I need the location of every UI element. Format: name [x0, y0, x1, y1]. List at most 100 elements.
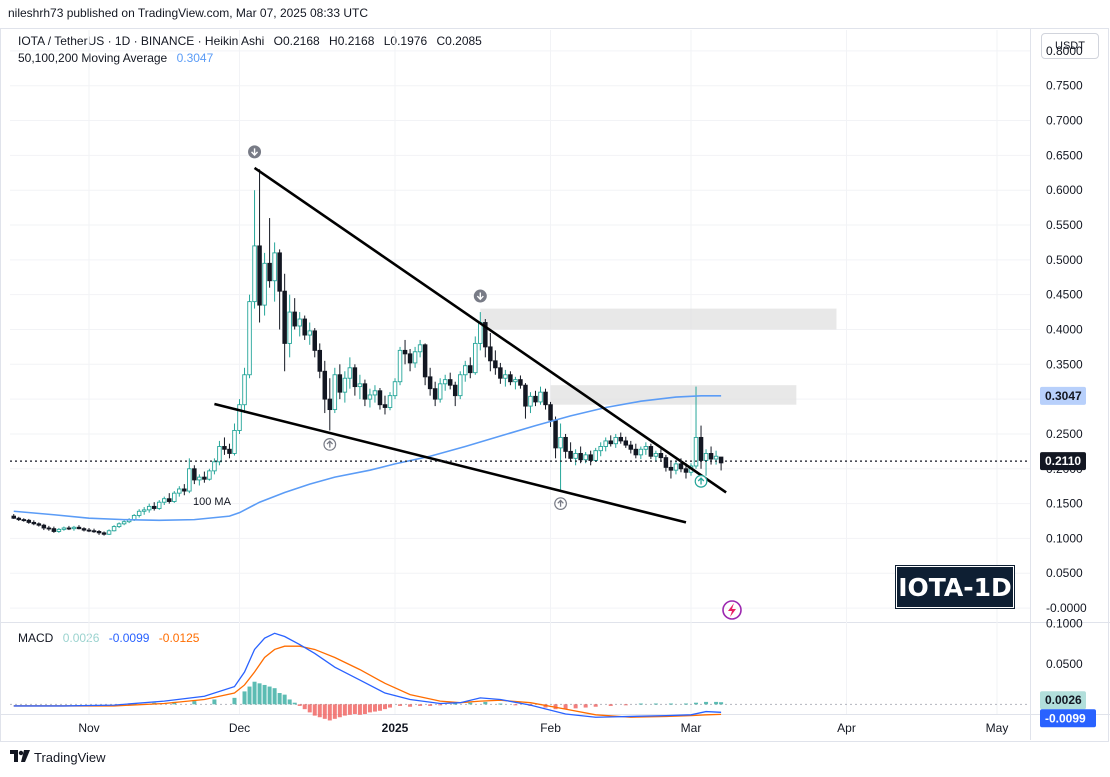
candle-body — [493, 360, 498, 369]
candle-body — [257, 245, 262, 306]
candle-body — [101, 532, 107, 535]
candle-body — [457, 374, 463, 397]
candle-body — [718, 456, 724, 464]
macd-histogram-bar — [372, 704, 377, 712]
arrow-up-icon — [694, 474, 708, 488]
candle-body — [207, 470, 212, 480]
candle-body — [302, 318, 307, 336]
candle-body — [76, 526, 82, 530]
candle-body — [463, 365, 468, 376]
resistance-zones — [480, 308, 837, 405]
symbol-title[interactable]: IOTA / TetherUS · 1D · BINANCE · Heikin … — [18, 34, 265, 48]
candle-body — [372, 390, 378, 396]
macd-histogram-bar — [653, 703, 658, 705]
candle-body — [51, 528, 57, 532]
currency-unit-button[interactable]: USDT — [1041, 33, 1099, 59]
ma-100-line — [13, 395, 722, 522]
ma-legend-label[interactable]: 50,100,200 Moving Average — [18, 51, 168, 65]
candle-body — [407, 353, 413, 364]
macd-histogram-bar — [608, 704, 613, 706]
last-price-tag-bg — [1040, 452, 1086, 471]
price-axis-tick-label: 0.5000 — [1046, 253, 1083, 267]
candle-body — [352, 367, 358, 388]
candle-body — [156, 501, 162, 509]
ohlc-high: H0.2168 — [329, 34, 375, 48]
candle-body — [177, 488, 182, 494]
macd-histogram-bar — [483, 701, 488, 705]
candle-body — [437, 383, 443, 400]
candle-body — [327, 398, 333, 411]
candle-body — [558, 436, 563, 449]
candle-body — [121, 521, 127, 525]
candle-body — [307, 330, 312, 336]
arrow-down-icon — [473, 289, 487, 303]
arrow-down-icon-glyph — [251, 148, 259, 157]
macd-histogram-bar — [719, 702, 724, 705]
candle-body — [192, 468, 197, 481]
candle-body — [543, 391, 548, 406]
price-axis-tick-label: 0.8000 — [1046, 44, 1083, 58]
macd-histogram-bar — [262, 684, 267, 705]
grid-lines — [0, 28, 1110, 742]
candle-body — [397, 349, 403, 383]
candle-body — [528, 395, 533, 407]
candle-body — [71, 526, 77, 530]
ma-price-tag: 0.3047 — [1045, 389, 1082, 403]
macd-histogram-bar — [367, 704, 372, 713]
signal-markers — [248, 145, 708, 511]
candle-body — [312, 330, 318, 351]
price-axis-tick-label: 0.7000 — [1046, 114, 1083, 128]
candle-body — [16, 517, 22, 521]
macd-histogram-bar — [337, 704, 342, 718]
macd-histogram-bar — [438, 704, 443, 706]
macd-legend-label[interactable]: MACD — [18, 631, 54, 645]
ma-annotation-label: 100 MA — [193, 496, 232, 508]
candle-body — [252, 245, 257, 303]
candle-body — [377, 390, 383, 406]
candle-body — [217, 446, 222, 463]
macd-histogram-bar — [247, 686, 252, 705]
arrow-up-icon — [554, 497, 567, 511]
candle-body — [427, 376, 433, 390]
candle-body — [96, 531, 102, 534]
candle-body — [111, 526, 117, 532]
candle-body — [357, 383, 363, 388]
arrow-up-icon-glyph — [697, 477, 705, 485]
candle-body — [412, 351, 418, 364]
candle-body — [222, 446, 227, 450]
price-axis-tick-label: 0.0500 — [1046, 566, 1083, 580]
macd-signal-line — [13, 645, 722, 718]
candle-body — [447, 379, 453, 386]
candle-body — [41, 524, 47, 529]
candle-body — [282, 290, 287, 344]
tradingview-footer[interactable]: TradingView — [10, 749, 106, 765]
lightning-icon[interactable] — [722, 600, 742, 620]
macd-legend-line: -0.0099 — [108, 631, 150, 645]
price-axis-tick-label: 0.5500 — [1046, 218, 1083, 232]
candle-body — [633, 448, 639, 456]
candle-body — [237, 404, 242, 431]
candle-body — [172, 492, 177, 502]
macd-histogram-bar — [428, 704, 433, 706]
macd-histogram-bar — [242, 691, 247, 705]
candle-body — [342, 377, 348, 393]
time-axis-tick-label: Mar — [681, 721, 702, 735]
macd-histogram-bar — [468, 702, 473, 705]
arrow-up-icon-glyph — [326, 440, 334, 448]
arrow-down-icon-glyph — [476, 292, 484, 301]
candle-body — [548, 404, 553, 421]
moving-average — [13, 395, 722, 522]
candle-body — [683, 468, 689, 473]
time-axis-tick-label: May — [986, 721, 1009, 735]
macd-axis-tick-label: 0.0500 — [1046, 657, 1083, 671]
trendlines — [214, 166, 727, 524]
price-axis-tick-label: 0.4000 — [1046, 322, 1083, 336]
candle-body — [242, 374, 247, 406]
macd-histogram-bar — [292, 702, 297, 705]
price-tags: 0.3047 0.2110 0.0026 -0.0099 — [1040, 386, 1096, 728]
candle-body — [81, 528, 87, 531]
candle-body — [262, 262, 267, 306]
candle-body — [61, 527, 67, 530]
macd-hist-tag: 0.0026 — [1045, 693, 1082, 707]
